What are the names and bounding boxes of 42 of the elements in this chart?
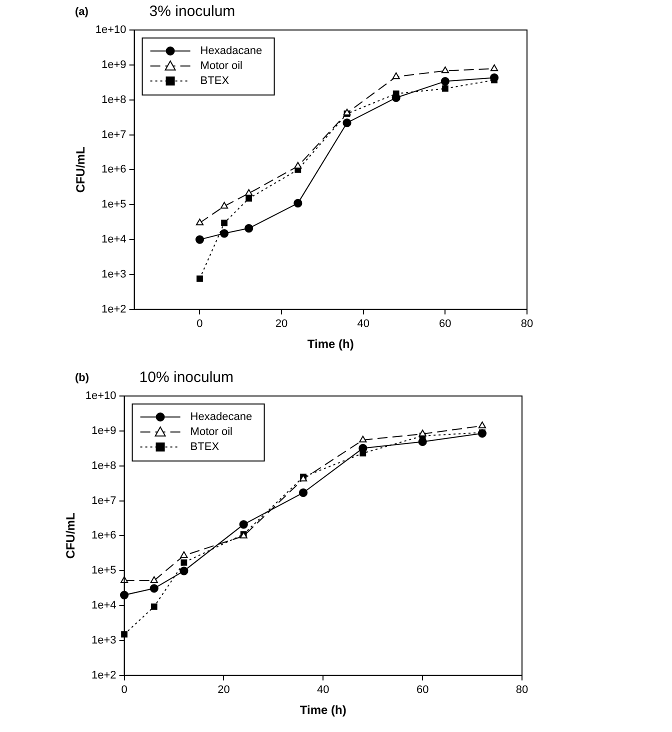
x-tick-label: 0: [121, 684, 128, 696]
x-tick-label: 40: [317, 684, 330, 696]
chart-title: 3% inoculum: [149, 3, 236, 20]
x-tick-label: 60: [416, 684, 429, 696]
y-tick-label: 1e+6: [92, 530, 116, 542]
y-axis-title: CFU/mL: [64, 512, 78, 559]
y-tick-label: 1e+9: [92, 424, 116, 437]
y-tick-label: 1e+3: [92, 634, 116, 647]
legend-label: Hexadacane: [200, 45, 262, 58]
y-tick-label: 1e+10: [95, 24, 126, 36]
x-tick-label: 80: [516, 684, 528, 696]
x-axis-title: Time (h): [300, 703, 346, 718]
y-tick-label: 1e+10: [85, 390, 116, 402]
y-tick-label: 1e+2: [102, 303, 126, 316]
x-tick-label: 80: [520, 318, 534, 330]
y-tick-label: 1e+9: [102, 58, 126, 71]
y-axis-title: CFU/mL: [74, 146, 88, 193]
x-tick-label: 60: [439, 318, 452, 330]
x-axis-title: Time (h): [307, 337, 354, 352]
y-tick-label: 1e+5: [92, 564, 116, 577]
x-tick-label: 0: [196, 318, 203, 330]
legend-label: Motor oil: [190, 426, 232, 438]
y-tick-label: 1e+8: [92, 460, 116, 472]
y-tick-label: 1e+6: [102, 164, 126, 176]
x-tick-label: 20: [218, 684, 230, 696]
y-tick-label: 1e+3: [102, 268, 126, 281]
legend-label: Motor oil: [200, 60, 242, 72]
y-tick-label: 1e+7: [102, 128, 126, 141]
y-tick-label: 1e+4: [92, 600, 116, 612]
legend-label: Hexadecane: [190, 411, 252, 424]
y-tick-label: 1e+4: [102, 234, 126, 246]
y-tick-label: 1e+7: [92, 494, 116, 507]
text: (a): [75, 6, 89, 18]
text: (b): [75, 372, 90, 384]
legend-label: BTEX: [190, 441, 220, 454]
y-tick-label: 1e+8: [102, 94, 126, 106]
y-tick-label: 1e+2: [92, 669, 116, 682]
legend-label: BTEX: [200, 75, 230, 88]
chart-title: 10% inoculum: [139, 369, 234, 386]
x-tick-label: 40: [357, 318, 370, 330]
y-tick-label: 1e+5: [102, 198, 126, 211]
x-tick-label: 20: [275, 318, 288, 330]
